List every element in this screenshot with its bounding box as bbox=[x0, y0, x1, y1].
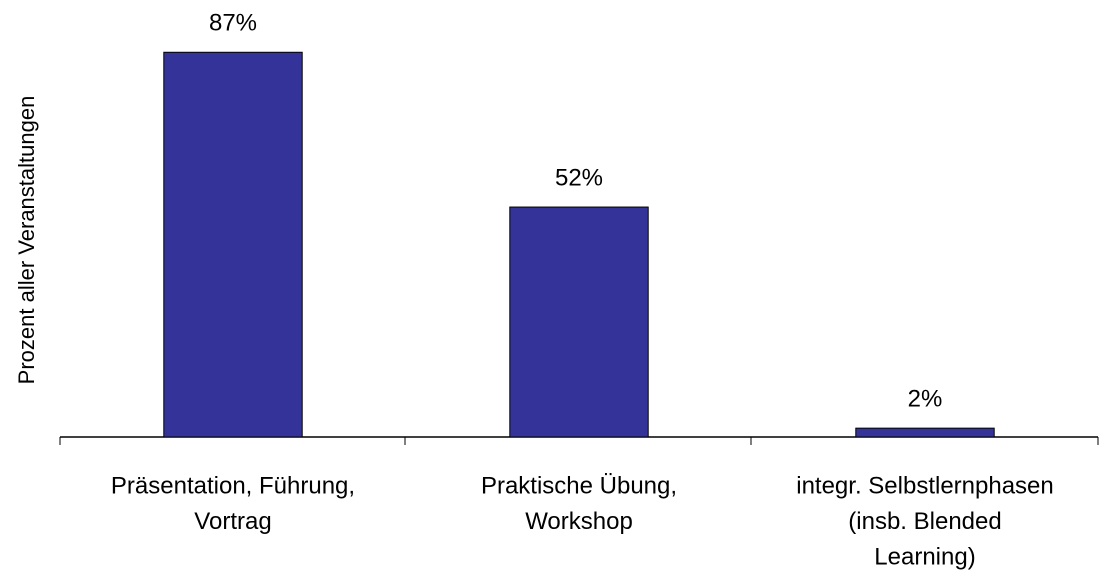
data-label: 87% bbox=[209, 10, 257, 37]
x-tick-label: Praktische Übung, bbox=[481, 472, 677, 499]
bar bbox=[855, 427, 995, 438]
y-axis-label: Prozent aller Veranstaltungen bbox=[14, 96, 39, 385]
x-tick-label: (insb. Blended bbox=[848, 508, 1001, 535]
data-label: 2% bbox=[908, 385, 943, 412]
x-tick-label: Learning) bbox=[874, 543, 975, 570]
x-tick-label: Vortrag bbox=[194, 508, 271, 535]
bar bbox=[509, 206, 649, 438]
x-tick-label: Präsentation, Führung, bbox=[111, 472, 355, 499]
x-tick-label: Workshop bbox=[525, 508, 633, 535]
data-label: 52% bbox=[555, 164, 603, 191]
x-tick-label: integr. Selbstlernphasen bbox=[796, 472, 1054, 499]
bar bbox=[163, 51, 303, 438]
